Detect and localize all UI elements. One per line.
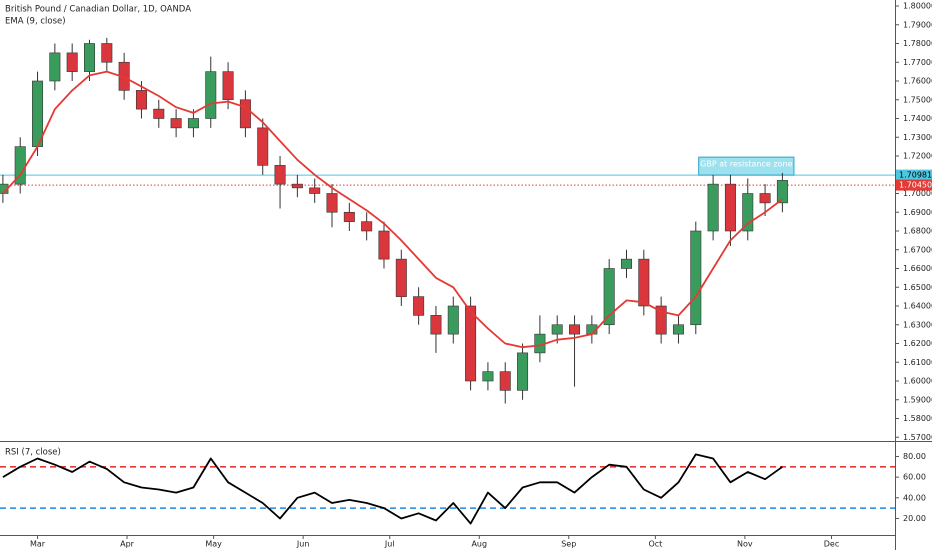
rsi-label: RSI (7, close) bbox=[5, 448, 61, 458]
resistance-zone bbox=[698, 156, 795, 176]
candle-body bbox=[378, 230, 390, 260]
candle-body bbox=[724, 183, 736, 232]
y-tick-label: 1.76000 bbox=[903, 77, 932, 86]
x-tick-label: Oct bbox=[648, 540, 662, 549]
candle-body bbox=[361, 221, 373, 232]
y-tick-label: 1.69000 bbox=[903, 208, 932, 217]
candle-body bbox=[707, 183, 719, 232]
y-tick-label: 40.00 bbox=[903, 493, 926, 502]
price-label: 1.70450 bbox=[899, 181, 932, 190]
x-tick-label: Mar bbox=[30, 540, 46, 549]
y-tick-label: 1.73000 bbox=[903, 133, 932, 142]
candle-body bbox=[309, 187, 321, 194]
x-tick-label: Dec bbox=[824, 540, 839, 549]
candle-body bbox=[326, 193, 338, 213]
candle-body bbox=[638, 258, 650, 307]
x-tick-label: Apr bbox=[120, 540, 135, 549]
candle-body bbox=[187, 118, 199, 129]
y-tick-label: 1.62000 bbox=[903, 339, 932, 348]
y-tick-label: 1.77000 bbox=[903, 58, 932, 67]
y-tick-label: 1.67000 bbox=[903, 245, 932, 254]
x-tick-label: Sep bbox=[561, 540, 576, 549]
x-tick-label: Nov bbox=[737, 540, 753, 549]
x-tick-label: Aug bbox=[471, 540, 487, 549]
candle-body bbox=[205, 71, 217, 119]
x-tick-label: Jul bbox=[384, 540, 395, 549]
candle-body bbox=[621, 258, 632, 269]
y-tick-label: 60.00 bbox=[903, 473, 926, 482]
y-tick-label: 1.61000 bbox=[903, 358, 932, 367]
candle-body bbox=[690, 230, 702, 326]
series-line bbox=[2, 70, 783, 349]
candle-body bbox=[395, 258, 407, 297]
candle-body bbox=[759, 193, 771, 204]
x-tick-label: May bbox=[205, 540, 222, 549]
price-label-box bbox=[896, 169, 932, 181]
y-tick-label: 1.78000 bbox=[903, 39, 932, 48]
candle-body bbox=[517, 352, 529, 391]
y-tick-label: 1.59000 bbox=[903, 395, 932, 404]
candle-body bbox=[257, 127, 269, 166]
y-tick-label: 80.00 bbox=[903, 452, 926, 461]
candle-body bbox=[153, 108, 165, 119]
y-tick-label: 1.80000 bbox=[903, 2, 932, 11]
annotation-text: GBP at resistance zone bbox=[700, 160, 792, 169]
candle-body bbox=[49, 52, 61, 82]
candle-body bbox=[447, 305, 459, 335]
candle-body bbox=[413, 296, 425, 316]
indicator-label: EMA (9, close) bbox=[5, 17, 66, 27]
candle-body bbox=[776, 180, 788, 204]
y-tick-label: 1.75000 bbox=[903, 95, 932, 104]
y-tick-label: 1.58000 bbox=[903, 414, 932, 423]
price-label: 1.70981 bbox=[899, 171, 932, 180]
candle-body bbox=[482, 371, 494, 382]
candle-body bbox=[465, 305, 477, 382]
candle-body bbox=[170, 118, 182, 129]
y-tick-label: 1.65000 bbox=[903, 283, 932, 292]
y-tick-label: 1.64000 bbox=[903, 302, 932, 311]
candle-body bbox=[551, 324, 563, 335]
candle-body bbox=[672, 324, 684, 335]
y-tick-label: 1.60000 bbox=[903, 377, 932, 386]
y-tick-label: 1.66000 bbox=[903, 264, 932, 273]
y-tick-label: 1.72000 bbox=[903, 152, 932, 161]
candle-body bbox=[101, 43, 113, 63]
candle-body bbox=[343, 211, 355, 222]
candle-body bbox=[291, 183, 303, 189]
y-tick-label: 20.00 bbox=[903, 514, 926, 523]
y-tick-label: 1.57000 bbox=[903, 433, 932, 442]
candle-body bbox=[222, 71, 234, 101]
y-tick-label: 1.68000 bbox=[903, 227, 932, 236]
candle-body bbox=[569, 324, 581, 335]
candle-body bbox=[499, 371, 511, 391]
candle-body bbox=[655, 305, 667, 335]
y-tick-label: 1.63000 bbox=[903, 320, 932, 329]
y-tick-label: 1.79000 bbox=[903, 20, 932, 29]
series-line bbox=[2, 453, 783, 525]
chart-title: British Pound / Canadian Dollar, 1D, OAN… bbox=[5, 5, 191, 15]
candle-body bbox=[66, 52, 78, 72]
candle-body bbox=[430, 315, 442, 335]
price-label-box bbox=[896, 179, 932, 191]
x-tick-label: Jun bbox=[296, 540, 310, 549]
y-tick-label: 1.70000 bbox=[903, 189, 932, 198]
candle-body bbox=[239, 99, 251, 129]
candle-body bbox=[274, 165, 286, 185]
candle-body bbox=[742, 193, 754, 232]
y-tick-label: 1.74000 bbox=[903, 114, 932, 123]
candle-body bbox=[135, 90, 147, 110]
candle-body bbox=[84, 43, 95, 72]
candle-body bbox=[603, 268, 615, 326]
